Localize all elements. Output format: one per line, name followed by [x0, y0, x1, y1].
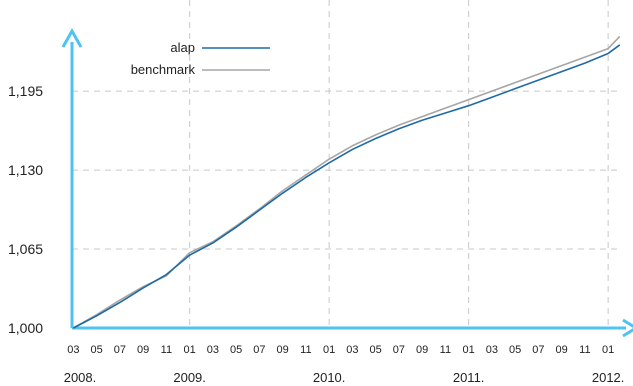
x-tick-label: 01 — [323, 344, 335, 356]
x-tick-label: 09 — [277, 344, 289, 356]
x-year-label: 2011. — [453, 370, 485, 385]
x-tick-label: 03 — [346, 344, 358, 356]
x-tick-label: 01 — [602, 344, 614, 356]
x-tick-label: 11 — [300, 344, 311, 356]
legend-label: benchmark — [131, 62, 196, 77]
x-year-label: 2008. — [64, 370, 97, 385]
x-tick-label: 11 — [161, 344, 172, 356]
x-tick-label: 05 — [91, 344, 103, 356]
x-tick-label: 01 — [184, 344, 196, 356]
x-tick-label: 03 — [207, 344, 219, 356]
x-axis-arrow — [622, 318, 633, 338]
gridlines — [72, 0, 620, 328]
x-tick-label: 05 — [370, 344, 382, 356]
axes — [61, 27, 633, 338]
x-year-label: 2010. — [313, 370, 346, 385]
x-tick-label: 11 — [440, 344, 451, 356]
x-tick-label: 03 — [67, 344, 79, 356]
y-tick-labels: 1,000 1,065 1,130 1,195 — [8, 83, 43, 336]
x-year-label: 2012. — [592, 370, 625, 385]
y-axis-arrow — [61, 27, 83, 48]
x-tick-label: 09 — [137, 344, 149, 356]
x-tick-label: 11 — [579, 344, 590, 356]
x-tick-label: 09 — [416, 344, 428, 356]
y-tick-label: 1,065 — [8, 241, 43, 257]
x-tick-label: 07 — [532, 344, 544, 356]
series-layer — [72, 35, 621, 329]
y-tick-label: 1,130 — [8, 162, 43, 178]
x-tick-label: 05 — [230, 344, 242, 356]
legend-label: alap — [170, 40, 195, 55]
x-tick-label: 07 — [393, 344, 405, 356]
series-line-benchmark — [72, 35, 621, 329]
y-tick-label: 1,195 — [8, 83, 43, 99]
x-tick-label: 03 — [486, 344, 498, 356]
legend: alap benchmark — [131, 40, 270, 77]
x-tick-label: 07 — [253, 344, 265, 356]
x-tick-label: 05 — [509, 344, 521, 356]
x-tick-label: 09 — [556, 344, 568, 356]
x-tick-label: 07 — [114, 344, 126, 356]
y-tick-label: 1,000 — [8, 320, 43, 336]
x-year-label: 2009. — [173, 370, 206, 385]
x-tick-label: 01 — [463, 344, 475, 356]
series-line-alap — [73, 44, 621, 329]
x-tick-labels: 03 05 07 09 11 01 03 05 07 09 11 01 03 05 07 09 11 01 03 05… — [64, 344, 625, 385]
